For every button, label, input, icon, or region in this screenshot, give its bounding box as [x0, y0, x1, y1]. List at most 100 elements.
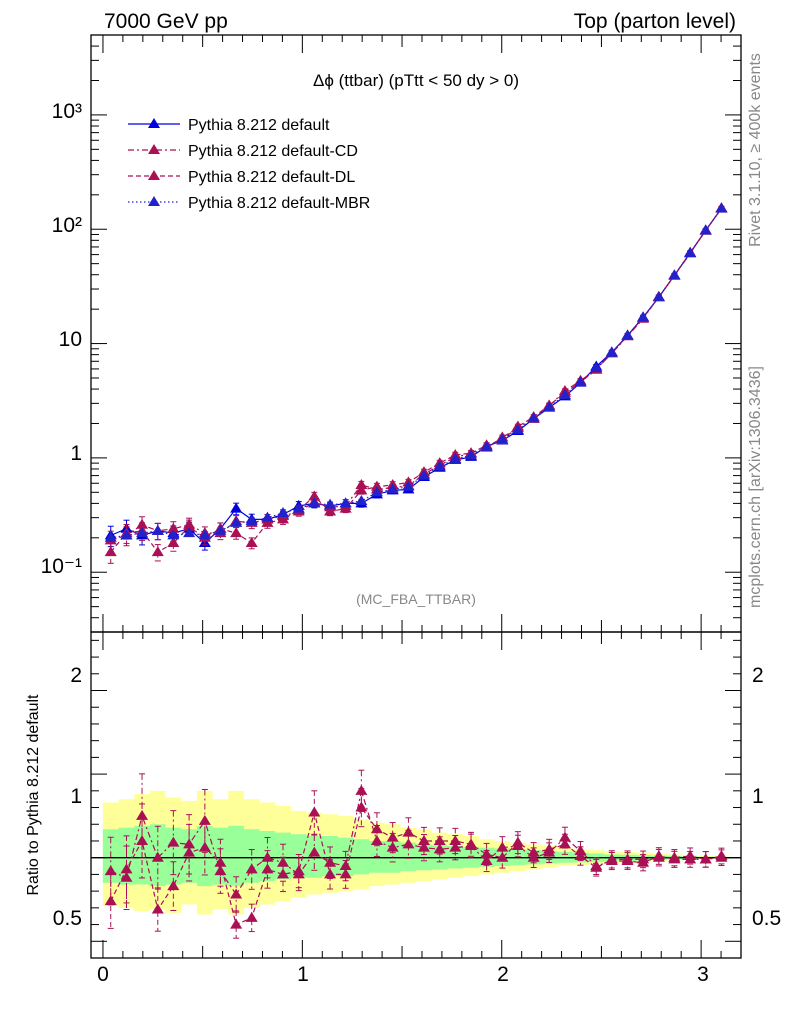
- ratio-point: [699, 853, 712, 864]
- ratio-point: [261, 863, 274, 874]
- data-point: [183, 527, 196, 538]
- ratio-point: [668, 851, 681, 862]
- ratio-y-tick-label-0.5-right: 0.5: [752, 907, 781, 930]
- data-point: [230, 502, 243, 513]
- data-point: [261, 511, 274, 522]
- data-point: [308, 497, 321, 508]
- data-point: [151, 546, 164, 557]
- ratio-series-line-1: [110, 806, 722, 926]
- ratio-point: [433, 834, 446, 845]
- data-point: [433, 460, 446, 471]
- ratio-point: [339, 868, 352, 879]
- ratio-y-tick-label-2-right: 2: [752, 664, 764, 687]
- ratio-y-tick-label-1: 1: [70, 785, 82, 808]
- header-left-label: 7000 GeV pp: [104, 10, 228, 33]
- legend-label-mbr: Pythia 8.212 default-MBR: [188, 195, 370, 212]
- data-point: [230, 516, 243, 527]
- series-line-0: [110, 208, 722, 544]
- data-point: [637, 311, 650, 322]
- data-point: [136, 527, 149, 538]
- series-line-3: [110, 208, 722, 539]
- y-tick-label-100: 10²: [52, 214, 82, 237]
- data-point: [104, 531, 117, 542]
- data-point: [465, 449, 478, 460]
- data-point: [167, 522, 180, 533]
- legend-entry-cd: Pythia 8.212 default-CD: [128, 143, 358, 160]
- data-point: [324, 498, 337, 509]
- ratio-point: [449, 834, 462, 845]
- ratio-point: [465, 838, 478, 849]
- data-point: [449, 452, 462, 463]
- data-point: [292, 502, 305, 513]
- data-point: [480, 440, 493, 451]
- data-point: [684, 246, 697, 257]
- data-point: [715, 202, 728, 213]
- legend-label-cd: Pythia 8.212 default-CD: [188, 143, 358, 160]
- ratio-point: [136, 834, 149, 845]
- data-point: [339, 502, 352, 513]
- ratio-point: [402, 826, 415, 837]
- ratio-point: [480, 848, 493, 859]
- x-tick-label-1: 1: [297, 963, 309, 986]
- data-point: [402, 480, 415, 491]
- ratio-point: [590, 861, 603, 872]
- ratio-point: [308, 806, 321, 817]
- data-point: [370, 486, 383, 497]
- data-point: [574, 376, 587, 387]
- legend-entry-default: Pythia 8.212 default: [128, 117, 330, 134]
- data-point: [699, 224, 712, 235]
- plot-title: Δϕ (ttbar) (pTtt < 50 dy > 0): [313, 71, 519, 90]
- ratio-point: [511, 836, 524, 847]
- ratio-point: [605, 853, 618, 864]
- ratio-point: [261, 851, 274, 862]
- data-point: [245, 537, 258, 548]
- legend-marker-mbr: [148, 196, 160, 206]
- ratio-point: [324, 868, 337, 879]
- ratio-point: [558, 838, 571, 849]
- ratio-point: [715, 850, 728, 861]
- data-point: [151, 524, 164, 535]
- ratio-point: [527, 846, 540, 857]
- legend-marker-cd: [148, 144, 160, 154]
- data-point: [104, 546, 117, 557]
- data-point: [183, 520, 196, 531]
- ratio-point: [104, 895, 117, 906]
- data-point: [370, 480, 383, 491]
- y-tick-label-0.1: 10⁻¹: [41, 555, 82, 578]
- ratio-point: [308, 846, 321, 857]
- legend-label-dl: Pythia 8.212 default-DL: [188, 169, 355, 186]
- data-point: [496, 433, 509, 444]
- data-point: [230, 527, 243, 538]
- ratio-point: [621, 853, 634, 864]
- data-point: [277, 506, 290, 517]
- ratio-point: [543, 843, 556, 854]
- legend-label-default: Pythia 8.212 default: [188, 117, 330, 134]
- ratio-point: [496, 841, 509, 852]
- x-tick-label-3: 3: [697, 963, 709, 986]
- ratio-point: [292, 865, 305, 876]
- data-point: [355, 494, 368, 505]
- ratio-point: [167, 880, 180, 891]
- ratio-point: [120, 863, 133, 874]
- ratio-point: [245, 911, 258, 922]
- y-tick-label-1: 1: [70, 442, 82, 465]
- data-point: [355, 484, 368, 495]
- data-point: [277, 513, 290, 524]
- ratio-series-line-0: [110, 788, 722, 896]
- data-point: [308, 490, 321, 501]
- ratio-point: [183, 846, 196, 857]
- data-point: [386, 483, 399, 494]
- analysis-label: (MC_FBA_TTBAR): [356, 591, 476, 607]
- x-tick-label-0: 0: [97, 963, 109, 986]
- rivet-label: Rivet 3.1.10, ≥ 400k events: [747, 53, 764, 247]
- ratio-point: [527, 851, 540, 862]
- ratio-point: [637, 853, 650, 864]
- data-point: [120, 529, 133, 540]
- data-point: [511, 423, 524, 434]
- legend: Pythia 8.212 default Pythia 8.212 defaul…: [128, 117, 370, 212]
- data-point: [339, 497, 352, 508]
- ratio-point: [496, 851, 509, 862]
- ratio-plot-frame: [90, 631, 742, 959]
- ratio-point: [245, 863, 258, 874]
- y-tick-label-1000: 10³: [52, 100, 82, 123]
